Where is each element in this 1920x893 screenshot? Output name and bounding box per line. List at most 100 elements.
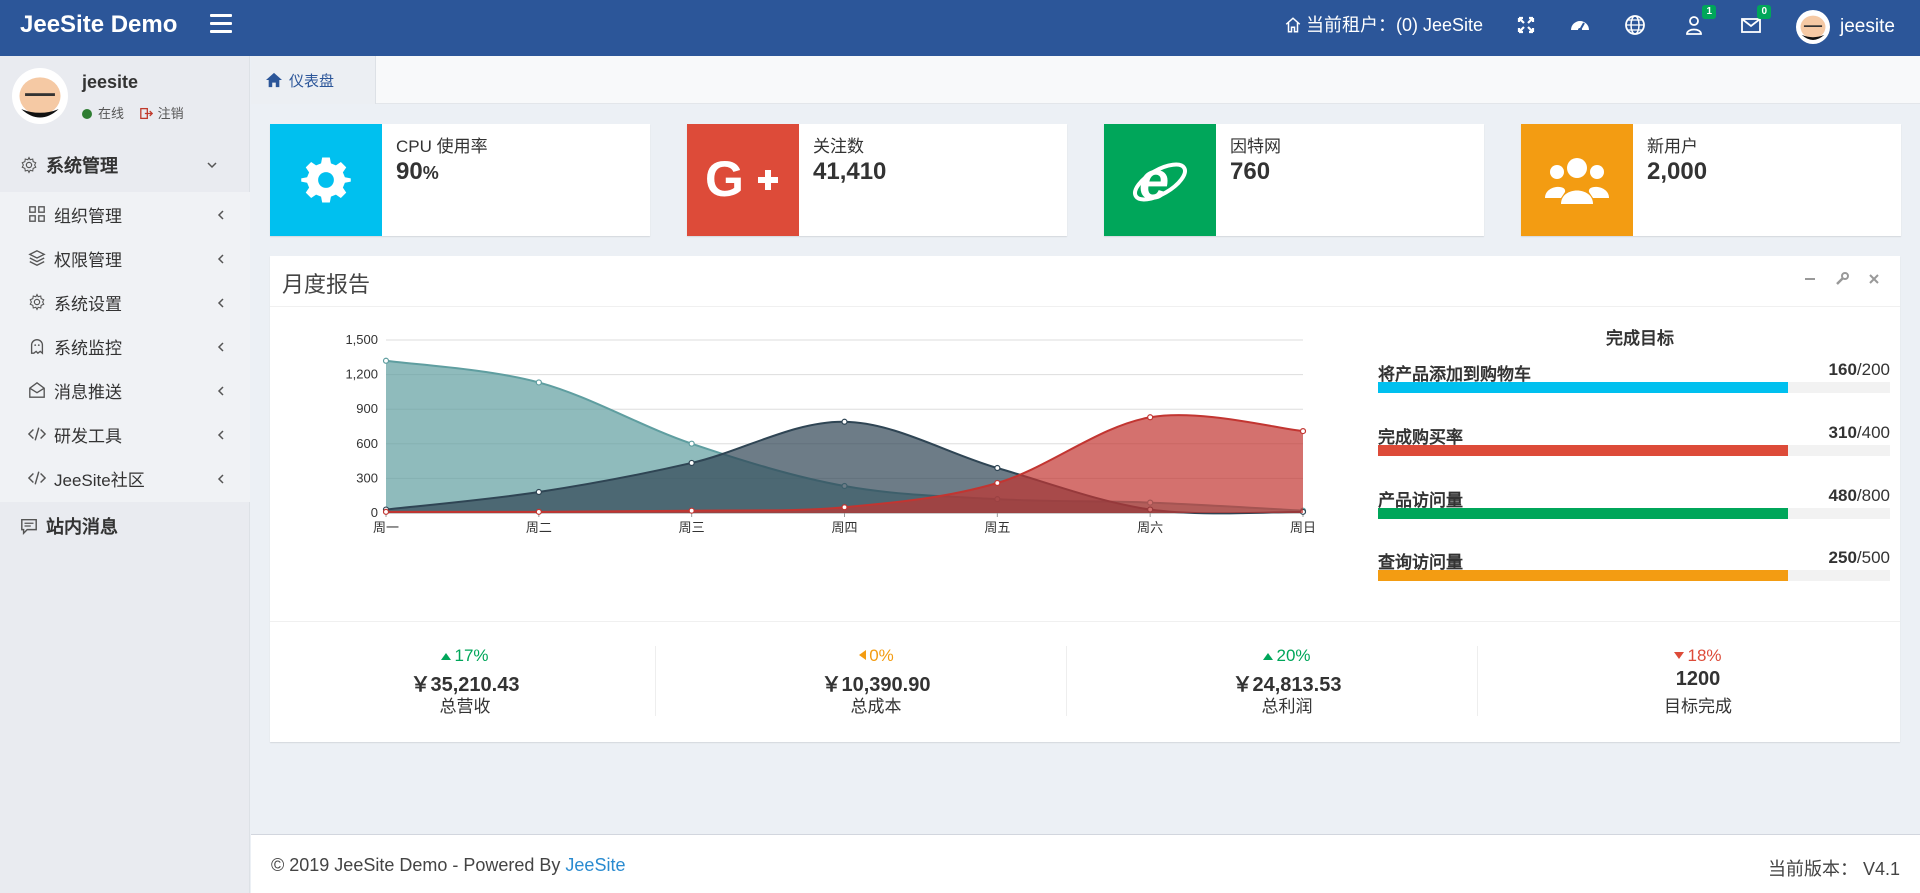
sidebar-item-message-push[interactable]: 消息推送: [0, 368, 250, 412]
svg-text:G: G: [705, 152, 744, 207]
sidebar: jeesite 在线 注销 系统管理 组织管理 权限管理 系统设置 系统监控: [0, 56, 250, 893]
goal-total: /200: [1856, 360, 1890, 379]
jeesite-link[interactable]: JeeSite: [565, 855, 626, 875]
stat-label: 目标完成: [1664, 697, 1732, 716]
goal-value: 250/500: [1829, 548, 1890, 568]
stat-label: 总营收: [439, 697, 491, 716]
data-point: [1147, 414, 1154, 421]
stat-divider: [1477, 646, 1478, 716]
goal-item: 将产品添加到购物车 160/200: [1378, 360, 1890, 410]
logout-label: 注销: [157, 106, 184, 121]
sidebar-item-label: 系统监控: [54, 338, 122, 358]
goal-label: 将产品添加到购物车: [1378, 365, 1531, 384]
nav-group-messages-label: 站内消息: [46, 517, 118, 537]
divider: [270, 306, 1900, 307]
goal-progress-fill: [1378, 445, 1788, 456]
goal-progress-fill: [1378, 570, 1788, 581]
info-box-unit: %: [422, 163, 439, 183]
caret-left-icon: [859, 650, 867, 660]
tenant-selector[interactable]: 当前租户：(0) JeeSite: [1284, 0, 1483, 50]
stat-amount: 1200: [1675, 668, 1721, 690]
stat-percent-text: 18%: [1687, 646, 1722, 665]
data-point: [994, 479, 1001, 487]
fullscreen-icon[interactable]: [1514, 13, 1538, 37]
x-tick-label: 周一: [373, 520, 399, 535]
sidebar-item-org[interactable]: 组织管理: [0, 192, 250, 236]
data-point: [1299, 428, 1307, 435]
data-point: [688, 507, 695, 514]
close-icon[interactable]: [1867, 272, 1881, 286]
goal-value: 160/200: [1829, 360, 1890, 380]
chevron-left-icon: [217, 210, 224, 220]
code-icon: [28, 427, 46, 441]
divider: [270, 621, 1900, 622]
logout-link[interactable]: 注销: [139, 103, 184, 122]
footer: © 2019 JeeSite Demo - Powered By JeeSite…: [251, 834, 1920, 893]
info-box-icon: [270, 124, 382, 236]
x-tick-label: 周日: [1290, 520, 1316, 535]
data-point: [382, 508, 390, 515]
sidebar-item-permission[interactable]: 权限管理: [0, 236, 250, 280]
stat-cost: 0% ￥10,390.90 总成本: [681, 646, 1071, 717]
globe-icon[interactable]: [1623, 13, 1647, 37]
sidebar-item-monitor[interactable]: 系统监控: [0, 324, 250, 368]
online-status: 在线: [98, 106, 125, 121]
goal-item: 产品访问量 480/800: [1378, 486, 1890, 536]
goal-done: 160: [1828, 360, 1857, 379]
sidebar-item-dev-tools[interactable]: 研发工具: [0, 412, 250, 456]
tab-dashboard-label: 仪表盘: [289, 72, 335, 90]
wrench-icon[interactable]: [1835, 272, 1849, 286]
app-logo[interactable]: JeeSite Demo: [20, 11, 178, 38]
sidebar-item-label: 研发工具: [54, 426, 122, 446]
user-menu[interactable]: jeesite: [1796, 7, 1895, 47]
stat-label: 总成本: [850, 697, 902, 716]
sidebar-item-community[interactable]: JeeSite社区: [0, 456, 250, 500]
mail-open-icon: [29, 381, 45, 398]
chevron-left-icon: [217, 254, 224, 264]
nav-group-system[interactable]: 系统管理: [0, 145, 250, 185]
gear-icon: [301, 157, 351, 203]
tab-dashboard[interactable]: 仪表盘: [251, 56, 376, 104]
sidebar-item-label: 权限管理: [54, 250, 122, 270]
data-point: [841, 418, 848, 425]
goal-progress-track: [1378, 445, 1890, 456]
info-box-value: 760: [1230, 158, 1271, 185]
sidebar-item-settings[interactable]: 系统设置: [0, 280, 250, 324]
info-box-new-users: 新用户 2,000: [1521, 124, 1901, 236]
stat-percent-text: 20%: [1276, 646, 1311, 665]
info-box-value: 2,000: [1647, 158, 1708, 185]
y-tick-label: 0: [371, 505, 378, 520]
sidebar-toggle-icon[interactable]: [210, 14, 232, 34]
info-box-label: CPU 使用率: [396, 137, 488, 156]
goal-label: 产品访问量: [1378, 491, 1463, 510]
data-point: [382, 357, 390, 364]
mail-icon[interactable]: 0: [1739, 5, 1771, 37]
copyright: © 2019 JeeSite Demo - Powered By JeeSite: [271, 855, 625, 876]
goal-done: 250: [1828, 548, 1857, 567]
y-tick-label: 600: [356, 436, 378, 451]
x-tick-label: 周五: [984, 520, 1010, 535]
monthly-area-chart: 0 300 600 900 1,200 1,500 周一 周二 周三 周四 周五 周六 周日: [345, 332, 1316, 535]
x-tick-label: 周四: [831, 520, 857, 535]
stat-revenue: 17% ￥35,210.43 总营收: [270, 646, 660, 717]
data-point: [535, 508, 542, 515]
sidebar-item-label: 系统设置: [54, 294, 122, 314]
goal-progress-track: [1378, 570, 1890, 581]
dashboard-icon[interactable]: [1568, 13, 1592, 37]
stat-goal-completion: 18% 1200 目标完成: [1503, 646, 1893, 717]
user-notification-badge: 1: [1702, 5, 1716, 19]
chevron-left-icon: [217, 386, 224, 396]
chevron-left-icon: [217, 430, 224, 440]
report-title: 月度报告: [282, 272, 371, 297]
stat-percent: 18%: [1503, 646, 1893, 668]
minimize-icon[interactable]: [1803, 272, 1817, 286]
user-notification-icon[interactable]: 1: [1684, 5, 1716, 37]
layers-icon: [28, 250, 46, 266]
caret-down-icon: [1674, 652, 1685, 659]
nav-group-system-label: 系统管理: [46, 156, 118, 176]
nav-group-messages[interactable]: 站内消息: [0, 506, 250, 546]
gear-icon: [21, 156, 37, 174]
copyright-text: © 2019 JeeSite Demo - Powered By: [271, 855, 566, 875]
grid-icon: [29, 206, 45, 222]
sidebar-item-label: 组织管理: [54, 206, 122, 226]
